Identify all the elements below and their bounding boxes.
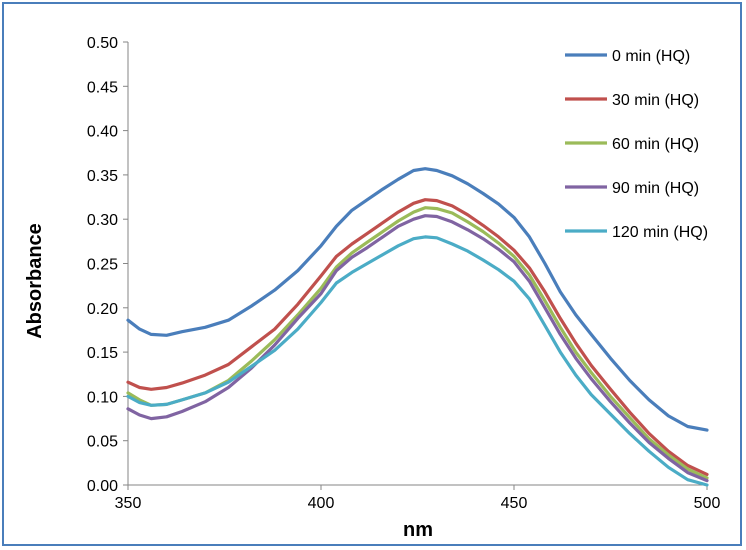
y-tick-label: 0.00 bbox=[87, 478, 118, 495]
x-tick-label: 350 bbox=[115, 495, 142, 512]
legend-label-3: 90 min (HQ) bbox=[612, 180, 699, 197]
y-tick-label: 0.40 bbox=[87, 124, 118, 141]
y-tick-label: 0.10 bbox=[87, 389, 118, 406]
series-line-3 bbox=[126, 214, 709, 483]
series-line-0 bbox=[126, 167, 709, 432]
series bbox=[126, 167, 709, 487]
y-tick-label: 0.15 bbox=[87, 345, 118, 362]
x-tick-label: 450 bbox=[501, 495, 528, 512]
y-tick-label: 0.50 bbox=[87, 35, 118, 52]
series-line-2 bbox=[126, 206, 709, 480]
x-tick-label: 400 bbox=[308, 495, 335, 512]
y-ticks: 0.00 0.05 0.10 0.15 0.20 0.25 0.30 0.35 0.40 0.45… bbox=[87, 35, 128, 495]
legend-label-4: 120 min (HQ) bbox=[612, 224, 708, 241]
legend: 0 min (HQ) 30 min (HQ) 60 min (HQ) 90 min (… bbox=[565, 48, 708, 241]
y-tick-label: 0.05 bbox=[87, 434, 118, 451]
y-tick-label: 0.30 bbox=[87, 212, 118, 229]
y-tick-label: 0.25 bbox=[87, 257, 118, 274]
series-line-1 bbox=[126, 198, 709, 476]
series-line-4 bbox=[126, 235, 709, 487]
legend-label-0: 0 min (HQ) bbox=[612, 48, 690, 65]
y-tick-label: 0.35 bbox=[87, 168, 118, 185]
legend-label-2: 60 min (HQ) bbox=[612, 136, 699, 153]
y-tick-label: 0.20 bbox=[87, 301, 118, 318]
y-tick-label: 0.45 bbox=[87, 79, 118, 96]
y-axis-title: Absorbance bbox=[24, 223, 46, 339]
legend-label-1: 30 min (HQ) bbox=[612, 92, 699, 109]
x-ticks: 350 400 450 500 bbox=[115, 485, 721, 512]
x-tick-label: 500 bbox=[694, 495, 721, 512]
x-axis-title: nm bbox=[403, 519, 433, 541]
